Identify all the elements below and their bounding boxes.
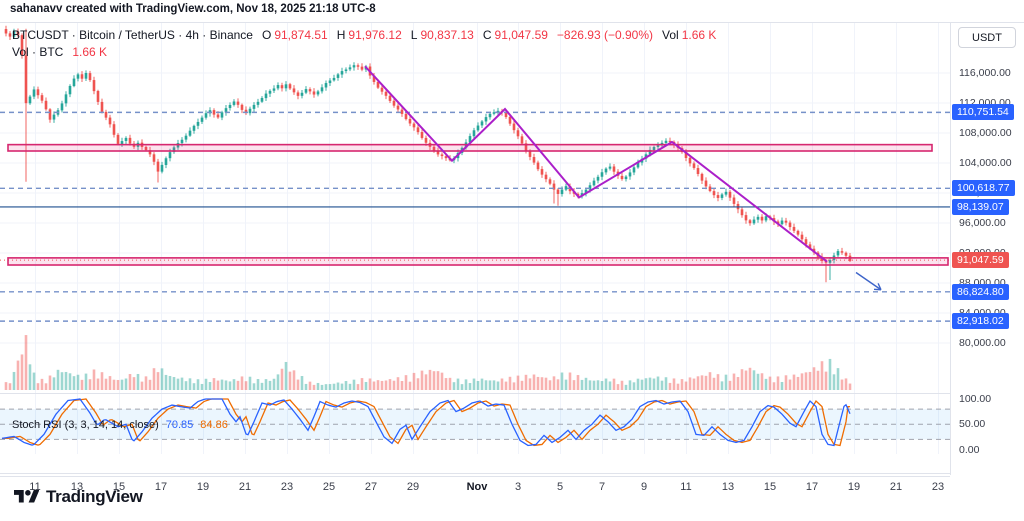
- support-resistance-band[interactable]: [7, 143, 933, 152]
- price-badge: 100,618.77: [952, 180, 1015, 197]
- price-badge: 86,824.80: [952, 283, 1009, 300]
- price-tick-label: 80,000.00: [959, 337, 1006, 349]
- symbol-title: BTCUSDT · Bitcoin / TetherUS · 4h · Bina…: [12, 28, 253, 42]
- stoch-d-value: 84.86: [200, 419, 228, 431]
- time-tick-label: 3: [514, 481, 522, 493]
- price-tick-label: 104,000.00: [959, 157, 1012, 169]
- price-tick-label: 96,000.00: [959, 217, 1006, 229]
- tradingview-logo-text: TradingView: [46, 487, 143, 506]
- zigzag-trend-line[interactable]: [364, 65, 828, 263]
- time-tick-label: 15: [763, 481, 777, 493]
- time-tick-label: 9: [640, 481, 648, 493]
- attribution-text: sahanavv created with TradingView.com, N…: [10, 3, 376, 15]
- volume-label: Vol: [662, 28, 679, 42]
- legend-row-volume: Vol · BTC 1.66 K: [12, 44, 719, 60]
- chart-frame: BTCUSDT · Bitcoin / TetherUS · 4h · Bina…: [0, 22, 1024, 497]
- stoch-k-value: 70.85: [165, 419, 194, 431]
- price-badge: 98,139.07: [952, 198, 1009, 215]
- time-tick-label: 15: [112, 481, 126, 493]
- tradingview-logo-icon: [14, 490, 39, 503]
- stoch-rsi-title: Stoch RSI (3, 3, 14, 14, close): [12, 419, 159, 431]
- low-label: L: [410, 28, 418, 42]
- high-value: 91,976.12: [348, 28, 402, 42]
- time-tick-label: 21: [238, 481, 252, 493]
- time-tick-label: 27: [364, 481, 378, 493]
- time-tick-label: 29: [406, 481, 420, 493]
- close-label: C: [482, 28, 492, 42]
- price-levels: [0, 111, 950, 322]
- time-axis[interactable]: 11 13 15 17 19 21 23 25 27 29 Nov 3 5 7 9 11 13 15 17 19 21 2…: [0, 476, 950, 497]
- currency-button[interactable]: USDT: [958, 27, 1016, 48]
- open-label: O: [261, 28, 272, 42]
- stoch-rsi-lines: [1, 398, 851, 447]
- time-tick-label: 19: [847, 481, 861, 493]
- change-value: −826.93 (−0.90%): [556, 28, 653, 42]
- stoch-d-line: [2, 398, 850, 447]
- price-tick-label: 108,000.00: [959, 127, 1012, 139]
- low-value: 90,837.13: [420, 28, 474, 42]
- tradingview-logo[interactable]: TradingView: [14, 487, 143, 507]
- time-tick-label: 17: [805, 481, 819, 493]
- price-badge: 110,751.54: [952, 104, 1014, 121]
- price-badge: 91,047.59: [952, 252, 1009, 269]
- high-label: H: [336, 28, 346, 42]
- stoch-tick-label: 0.00: [959, 443, 980, 456]
- stoch-tick-label: 100.00: [959, 393, 992, 405]
- vol-btc-value: 1.66 K: [72, 45, 108, 59]
- chart-canvas[interactable]: [0, 23, 950, 475]
- support-resistance-band[interactable]: [7, 257, 949, 266]
- price-badge: 82,918.02: [952, 313, 1009, 330]
- time-tick-label: 23: [931, 481, 945, 493]
- volume-bars: [4, 335, 852, 390]
- price-tick-label: 116,000.00: [959, 67, 1011, 79]
- close-value: 91,047.59: [494, 28, 548, 42]
- time-tick-label: 11: [680, 481, 692, 493]
- time-tick-label: 19: [196, 481, 210, 493]
- time-tick-label: 21: [889, 481, 903, 493]
- stoch-tick-label: 50.00: [959, 418, 986, 431]
- projection-arrow[interactable]: [855, 271, 882, 291]
- legend-row-ohlc: BTCUSDT · Bitcoin / TetherUS · 4h · Bina…: [12, 27, 719, 43]
- candlestick-series: [4, 25, 852, 283]
- volume-value: 1.66 K: [681, 28, 717, 42]
- time-tick-label: 13: [70, 481, 84, 493]
- time-tick-label: 13: [721, 481, 735, 493]
- time-tick-label: 17: [154, 481, 168, 493]
- price-axis[interactable]: USDT 116,000.00 112,000.00 108,000.00 104,0…: [950, 23, 1024, 475]
- time-tick-label: Nov: [466, 481, 488, 493]
- stoch-rsi-legend[interactable]: Stoch RSI (3, 3, 14, 14, close) 70.85 84.8…: [12, 419, 228, 431]
- open-value: 91,874.51: [274, 28, 328, 42]
- time-tick-label: 7: [598, 481, 606, 493]
- time-tick-label: 25: [322, 481, 336, 493]
- vol-btc-label: Vol · BTC: [12, 45, 64, 59]
- time-tick-label: 23: [280, 481, 294, 493]
- stoch-k-line: [1, 398, 851, 447]
- time-tick-label: 5: [556, 481, 564, 493]
- time-tick-label: 11: [29, 481, 41, 493]
- symbol-legend[interactable]: BTCUSDT · Bitcoin / TetherUS · 4h · Bina…: [12, 27, 719, 60]
